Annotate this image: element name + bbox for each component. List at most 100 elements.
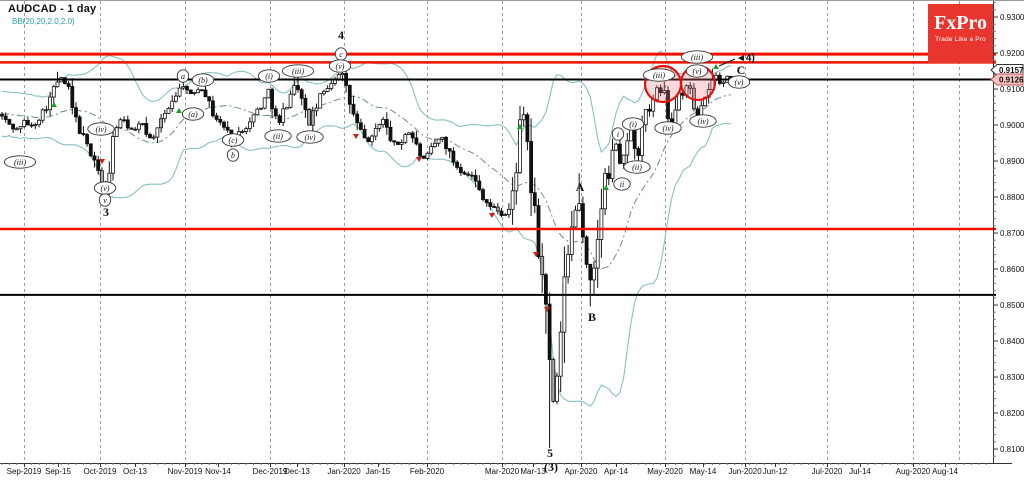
time-axis-label[interactable]: Dec-2019 — [253, 467, 288, 476]
price-axis-label[interactable]: 0.82000 — [1000, 409, 1024, 418]
price-axis-label[interactable]: 0.84000 — [1000, 337, 1024, 346]
wave-label: C — [737, 63, 746, 77]
time-axis-label[interactable]: Dec-13 — [284, 467, 310, 476]
candle-body — [566, 254, 570, 278]
price-axis-label[interactable]: 0.86000 — [1000, 265, 1024, 274]
wave-label: (iii) — [653, 71, 665, 80]
candle-body — [214, 115, 219, 120]
candle-body — [129, 127, 134, 130]
time-axis-label[interactable]: Oct-13 — [123, 467, 148, 476]
price-axis-label[interactable]: 0.83000 — [1000, 373, 1024, 382]
wave-label-bubble — [328, 59, 352, 73]
candle-body — [610, 149, 615, 179]
wave-label: (3) — [544, 460, 558, 474]
candle-body — [621, 154, 626, 164]
candle-body — [37, 119, 41, 126]
time-axis-label[interactable]: Sep-15 — [45, 467, 71, 476]
candle-body — [166, 107, 171, 114]
candle-body — [273, 108, 278, 117]
candle-body — [173, 95, 178, 102]
time-axis-label[interactable]: Jan-2020 — [327, 467, 361, 476]
wave-label: (iv) — [95, 125, 106, 134]
price-axis-label[interactable]: 0.91000 — [1000, 85, 1024, 94]
time-axis-label[interactable]: Jul-2020 — [812, 467, 843, 476]
time-axis-label[interactable]: Sep-2019 — [7, 467, 42, 476]
candle-body — [540, 256, 545, 276]
candle-body — [432, 142, 437, 147]
price-axis-label[interactable]: 0.92000 — [1000, 49, 1024, 58]
candle-body — [544, 274, 548, 305]
wave-label: ii — [620, 180, 624, 189]
price-axis-label[interactable]: 0.89000 — [1000, 157, 1024, 166]
chart-header: AUDCAD - 1 day BB(20,20,2.0,2.0) — [8, 3, 96, 26]
price-axis-label[interactable]: 0.81000 — [1000, 445, 1024, 454]
candle-body — [529, 141, 533, 194]
time-axis-label[interactable]: Nov-2019 — [168, 467, 203, 476]
time-axis-label[interactable]: May-2020 — [647, 467, 683, 476]
candle-body — [469, 174, 474, 177]
time-axis-label[interactable]: Mar-13 — [520, 467, 546, 476]
candle-body — [347, 85, 352, 105]
time-axis-label[interactable]: Jun-2020 — [728, 467, 762, 476]
wave-label-bubble — [226, 148, 240, 162]
time-axis-label[interactable]: Feb-2020 — [410, 467, 445, 476]
time-axis-label[interactable]: Oct-2019 — [84, 467, 117, 476]
candle-body — [447, 148, 452, 152]
wave-label: (iii) — [691, 53, 703, 62]
time-axis-label[interactable]: Mar-2020 — [485, 467, 520, 476]
candle-body — [18, 126, 23, 130]
candle-body — [159, 118, 164, 129]
candle-body — [492, 206, 497, 208]
wave-label-bubble — [296, 130, 324, 144]
candle-body — [122, 119, 126, 122]
time-axis-label[interactable]: Jul-14 — [849, 467, 871, 476]
candle-body — [688, 85, 693, 89]
wave-label: B — [588, 310, 596, 324]
candle-body — [562, 276, 567, 333]
candle-body — [436, 138, 441, 144]
time-axis-label[interactable]: Apr-2020 — [565, 467, 598, 476]
price-axis-label[interactable]: 0.87000 — [1000, 229, 1024, 238]
wave-label-bubble — [611, 127, 625, 141]
time-axis-label[interactable]: Jun-12 — [763, 467, 788, 476]
candle-body — [514, 172, 519, 192]
time-axis-label[interactable]: Aug-2020 — [896, 467, 931, 476]
candle-body — [40, 109, 45, 121]
fxpro-tagline-text: Trade Like a Pro — [934, 36, 986, 43]
candle-body — [473, 175, 478, 182]
wave-label-bubble — [181, 107, 205, 121]
candle-body — [85, 134, 89, 145]
candle-body — [384, 119, 389, 128]
wave-label-bubble — [3, 155, 37, 169]
candle-body — [510, 190, 515, 210]
candle-body — [51, 86, 56, 98]
candle-body — [569, 226, 574, 255]
time-axis-label[interactable]: May-14 — [690, 467, 717, 476]
candle-body — [495, 206, 500, 212]
wave-label-bubble — [623, 160, 651, 174]
candle-body — [625, 140, 630, 156]
price-axis-label[interactable]: 0.85000 — [1000, 301, 1024, 310]
candle-body — [484, 199, 489, 204]
price-axis-label[interactable]: 0.93000 — [1000, 13, 1024, 22]
wave-label-bubble — [87, 122, 115, 136]
candle-body — [462, 172, 467, 175]
wave-label-bubble — [685, 64, 709, 78]
time-axis-label[interactable]: Nov-14 — [205, 467, 231, 476]
wave-label: 4 — [338, 28, 344, 42]
candle-body — [155, 127, 160, 138]
time-axis-label[interactable]: Aug-14 — [932, 467, 958, 476]
candle-body — [662, 90, 667, 94]
price-axis-label[interactable]: 0.88000 — [1000, 193, 1024, 202]
time-axis-label[interactable]: Apr-14 — [604, 467, 629, 476]
time-axis-label[interactable]: Jan-15 — [366, 467, 391, 476]
candle-body — [440, 136, 445, 140]
candle-body — [25, 120, 30, 126]
price-axis-label[interactable]: 0.90000 — [1000, 121, 1024, 130]
candle-body — [647, 108, 652, 112]
candle-body — [63, 77, 67, 84]
candle-body — [196, 89, 201, 94]
